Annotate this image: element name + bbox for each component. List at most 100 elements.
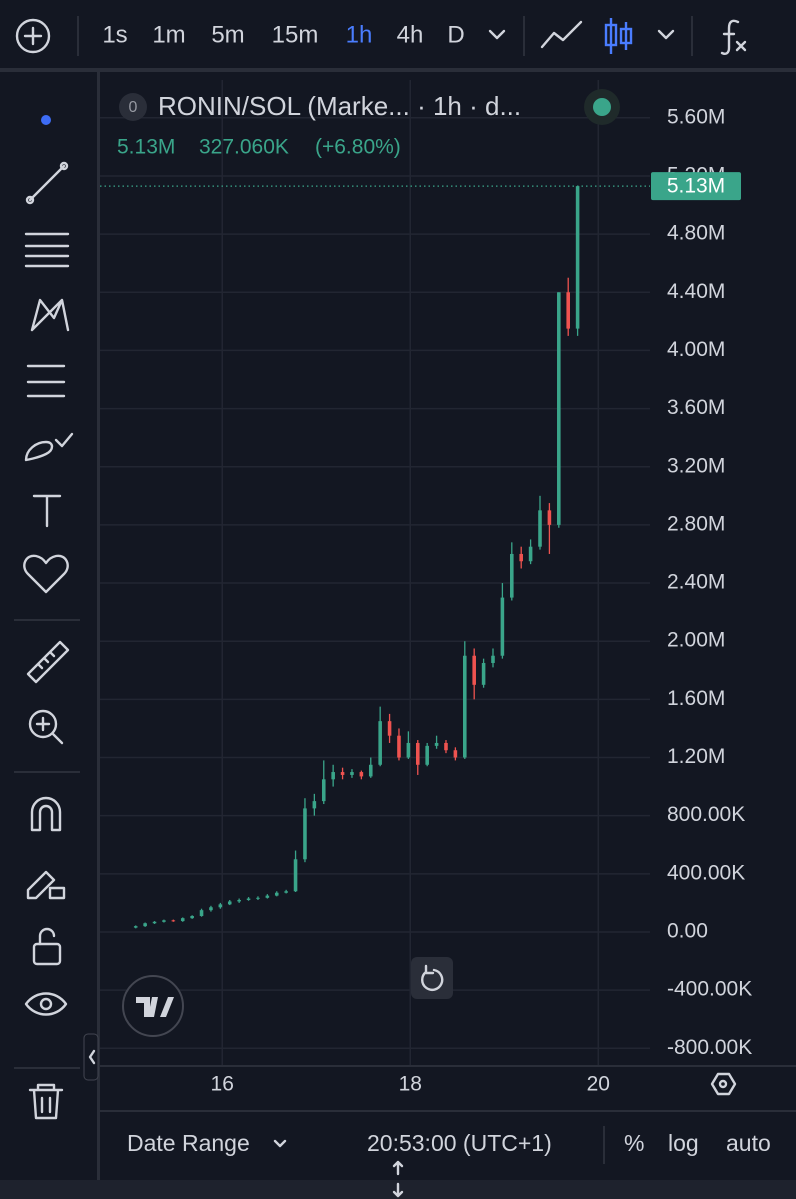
y-tick-label: 400.00K — [667, 861, 745, 884]
interval-button[interactable]: 5m — [211, 21, 244, 48]
y-tick-label: 2.00M — [667, 629, 725, 652]
x-tick-label: 20 — [587, 1073, 610, 1096]
candle-body — [547, 510, 552, 525]
projection-tool[interactable] — [26, 364, 66, 398]
candle-body — [209, 907, 213, 911]
candle-body — [180, 918, 185, 922]
status-dot — [593, 98, 611, 116]
candle-body — [312, 801, 317, 809]
candle-body — [246, 898, 251, 900]
candle-body — [444, 742, 448, 751]
time[interactable]: 20:53:00 (UTC+1) — [367, 1130, 552, 1156]
interval-button[interactable]: D — [447, 21, 464, 48]
sidebar-toggle-icon — [88, 1049, 96, 1065]
ruler-tool[interactable] — [26, 640, 70, 684]
candle-body — [368, 764, 373, 777]
y-tick-label: -400.00K — [667, 978, 752, 1001]
candle-body — [171, 920, 176, 922]
candle-body — [162, 920, 166, 922]
trend-line-tool[interactable] — [28, 164, 66, 202]
visibility-tool[interactable] — [24, 992, 68, 1016]
last-price-label: 5.13M — [667, 175, 725, 198]
candle-body — [284, 891, 288, 893]
interval-button[interactable]: 1h — [346, 21, 373, 48]
candle-body — [227, 901, 232, 905]
interval-button[interactable]: 1s — [102, 21, 127, 48]
indicators-button[interactable] — [720, 19, 747, 55]
auto-toggle[interactable]: auto — [726, 1130, 771, 1156]
lock-tool[interactable] — [32, 942, 62, 966]
resize-handle[interactable] — [392, 1160, 404, 1198]
text-tool[interactable] — [32, 494, 62, 528]
brush-tool[interactable] — [24, 432, 74, 462]
y-tick-label: 1.60M — [667, 687, 725, 710]
symbol-title[interactable]: RONIN/SOL (Marke... · 1h · d... — [158, 91, 521, 121]
percent-toggle[interactable]: % — [624, 1130, 644, 1156]
candle-body — [434, 742, 439, 746]
y-tick-label: -800.00K — [667, 1036, 752, 1059]
candle-body — [321, 779, 326, 802]
y-tick-label: 5.60M — [667, 105, 725, 128]
change: 327.060K — [199, 136, 289, 159]
date-range-chevron — [273, 1139, 287, 1148]
candle-body — [387, 721, 392, 736]
y-tick-label: 2.40M — [667, 571, 725, 594]
favorites-tool[interactable] — [23, 554, 69, 594]
y-tick-label: 1.20M — [667, 745, 725, 768]
chart-type-dropdown[interactable] — [657, 29, 675, 40]
candle-body — [237, 899, 241, 902]
date-range[interactable]: Date Range — [127, 1130, 250, 1156]
candle-body — [218, 904, 223, 908]
candle-body — [303, 808, 307, 860]
badge-text: 0 — [129, 99, 138, 116]
price: 5.13M — [117, 136, 175, 159]
bottom-bar-border — [100, 1110, 796, 1112]
y-tick-label: 3.60M — [667, 396, 725, 419]
candle-body — [472, 655, 476, 685]
candle-body — [331, 772, 335, 780]
candle-body — [528, 546, 533, 562]
candle-body — [397, 735, 401, 758]
toolbar-border — [0, 68, 796, 72]
interval-button[interactable]: 1m — [152, 21, 185, 48]
candle-body — [575, 186, 580, 329]
plot — [100, 80, 650, 1065]
last-price-box — [651, 172, 741, 201]
candle-body — [415, 742, 420, 765]
candle-body — [519, 553, 523, 562]
cursor-tool[interactable] — [41, 115, 51, 125]
candle-body — [566, 292, 570, 329]
candle-chart-button[interactable] — [604, 18, 633, 54]
interval-button[interactable]: 4h — [397, 21, 424, 48]
zoom-tool[interactable] — [28, 709, 58, 739]
line-chart-button[interactable] — [540, 20, 583, 49]
candle-body — [406, 742, 411, 758]
fib-tool[interactable] — [24, 232, 70, 268]
candle-body — [340, 772, 345, 775]
interval-button[interactable]: 15m — [272, 21, 319, 48]
reset-button[interactable] — [411, 957, 453, 999]
magnet-tool[interactable] — [30, 796, 62, 832]
delete-tool[interactable] — [28, 1083, 64, 1120]
candle-body — [378, 721, 382, 765]
change-percent: (+6.80%) — [315, 136, 401, 159]
candle-body — [359, 772, 364, 777]
candle-body — [350, 772, 354, 775]
y-tick-label: 800.00K — [667, 803, 745, 826]
interval-dropdown[interactable] — [488, 29, 506, 40]
add-icon — [23, 26, 43, 46]
x-tick-label: 16 — [211, 1073, 234, 1096]
settings-button[interactable] — [710, 1072, 737, 1096]
candle-body — [500, 597, 505, 656]
candle-body — [538, 510, 542, 547]
lock-drawing-tool[interactable] — [26, 870, 56, 900]
candle-body — [293, 859, 298, 892]
y-tick-label: 4.40M — [667, 280, 725, 303]
add-button[interactable] — [15, 18, 51, 54]
candle-body — [453, 750, 458, 758]
candle-body — [265, 895, 270, 898]
x-tick-label: 18 — [399, 1073, 422, 1096]
log-toggle[interactable]: log — [668, 1130, 699, 1156]
pattern-tool[interactable] — [30, 298, 70, 332]
